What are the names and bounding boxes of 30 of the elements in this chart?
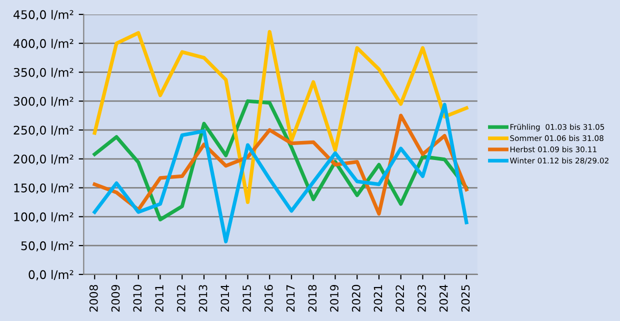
x-tick-label: 2023 (418, 285, 426, 312)
x-tick-label: 2013 (198, 285, 208, 312)
y-tick-label: 100,0 l/m² (14, 212, 74, 223)
x-tick-label: 2016 (264, 284, 273, 312)
y-tick-label: 350,0 l/m² (14, 68, 74, 78)
x-tick-label: 2012 (176, 285, 186, 312)
x-tick-label: 2014 (220, 284, 230, 312)
x-tick-label: 2024 (439, 284, 448, 312)
y-tick-label: 150,0 l/m² (14, 183, 74, 194)
y-tick-label: 450,0 l/m² (14, 10, 74, 20)
x-tick-label: 2017 (286, 285, 295, 312)
x-tick-label: 2011 (155, 285, 164, 312)
x-tick-label: 2019 (330, 284, 338, 312)
y-tick-label: 300,0 l/m² (14, 96, 74, 107)
y-tick-label: 400,0 l/m² (14, 38, 74, 50)
x-tick-label: 2021 (374, 285, 382, 312)
x-tick-label: 2020 (352, 284, 360, 312)
x-tick-label: 2022 (396, 285, 404, 312)
y-tick-label: 50,0 l/m² (21, 241, 74, 252)
y-tick-label: 250,0 l/m² (14, 126, 74, 136)
line-series (92, 102, 468, 244)
line-series (92, 30, 468, 204)
x-tick-label: 2010 (133, 284, 142, 312)
y-tick-label: 0,0 l/m² (28, 270, 74, 280)
x-tick-label: 2025 (461, 285, 470, 312)
x-tick-label: 2009 (111, 284, 120, 312)
x-tick-label: 2018 (308, 284, 317, 312)
x-tick-label: 2015 (242, 285, 251, 312)
y-tick-label: 200,0 l/m² (14, 154, 74, 165)
x-tick-label: 2008 (89, 284, 98, 312)
